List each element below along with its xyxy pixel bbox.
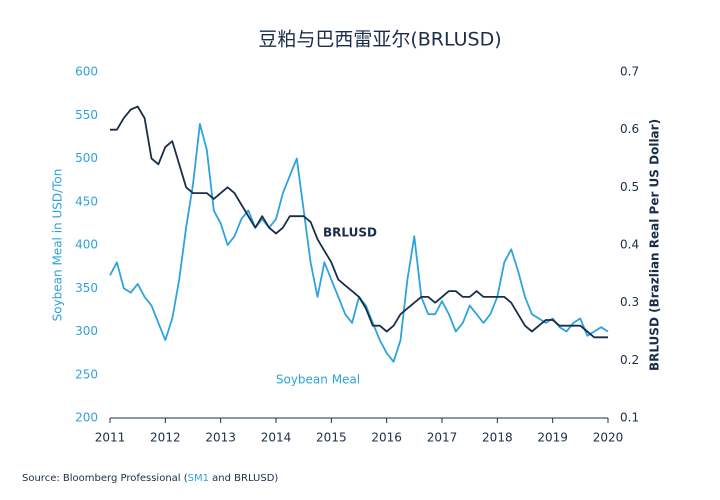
y-tick-label: 200 (75, 411, 98, 425)
y2-tick-label: 0.1 (620, 411, 639, 425)
y-tick-label: 250 (75, 367, 98, 381)
series-line (110, 105, 608, 339)
x-tick-label: 2017 (427, 431, 458, 445)
source: Source: Bloomberg Professional (SM1 and … (22, 473, 278, 484)
series-label: Soybean Meal (276, 373, 360, 387)
source-link[interactable]: SM1 (188, 473, 209, 484)
y2-tick-label: 0.2 (620, 353, 639, 367)
chart-title: 豆粕与巴西雷亚尔(BRLUSD) (258, 29, 501, 51)
y-tick-label: 550 (75, 108, 98, 122)
y2-tick-label: 0.5 (620, 180, 639, 194)
series-label: BRLUSD (323, 226, 377, 240)
x-tick-label: 2011 (95, 431, 126, 445)
x-tick-label: 2019 (537, 431, 568, 445)
y2-tick-label: 0.6 (620, 122, 639, 136)
y-tick-label: 450 (75, 194, 98, 208)
x-tick-label: 2015 (316, 431, 347, 445)
y-axis-label: Soybean Meal in USD/Ton (51, 169, 65, 322)
x-tick-label: 2014 (261, 431, 292, 445)
y2-axis-label: BRLUSD (Brazlian Real Per US Dollar) (648, 119, 662, 371)
y2-tick-label: 0.7 (620, 65, 639, 79)
x-tick-label: 2016 (371, 431, 402, 445)
source-prefix: Source: Bloomberg Professional ( (22, 473, 188, 484)
y2-tick-label: 0.4 (620, 238, 639, 252)
y-tick-label: 300 (75, 324, 98, 338)
x-tick-label: 2012 (150, 431, 181, 445)
x-tick-label: 2020 (593, 431, 624, 445)
y-tick-label: 350 (75, 281, 98, 295)
y-tick-label: 600 (75, 65, 98, 79)
y-tick-label: 400 (75, 238, 98, 252)
source-suffix: and BRLUSD) (209, 473, 278, 484)
x-tick-label: 2018 (482, 431, 513, 445)
y2-tick-label: 0.3 (620, 295, 639, 309)
series-line (109, 123, 609, 363)
x-tick-label: 2013 (205, 431, 236, 445)
y-tick-label: 500 (75, 151, 98, 165)
